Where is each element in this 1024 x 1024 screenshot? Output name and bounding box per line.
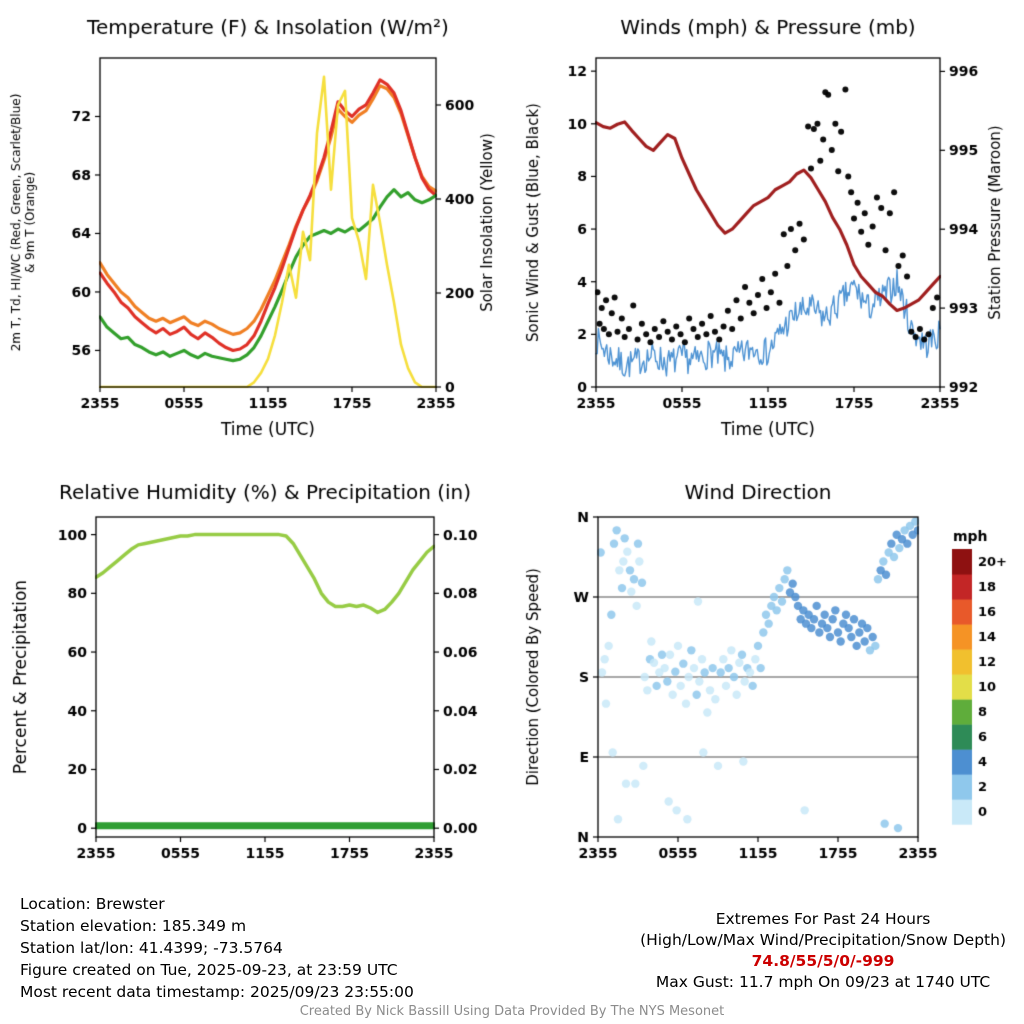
station-info: Location: Brewster Station elevation: 18… [20,893,414,1003]
extremes-block: Extremes For Past 24 Hours (High/Low/Max… [640,893,1006,993]
max-gust-text: Max Gust: 11.7 mph On 09/23 at 1740 UTC [655,973,991,991]
chart-grid [0,0,1024,885]
credit-text: Created By Nick Bassill Using Data Provi… [299,1004,725,1019]
wind-direction-chart [512,465,1024,885]
extremes-title: Extremes For Past 24 Hours [715,910,931,928]
extremes-values: 74.8/55/5/0/-999 [751,952,895,970]
extremes-subtitle: (High/Low/Max Wind/Precipitation/Snow De… [640,931,1006,949]
humidity-precipitation-chart [0,465,512,885]
panel-temperature-insolation [0,0,512,465]
panel-wind-direction [512,465,1024,885]
winds-pressure-chart [512,0,1024,465]
station-latlon: Station lat/lon: 41.4399; -73.5764 [20,939,283,957]
panel-winds-pressure [512,0,1024,465]
footer: Location: Brewster Station elevation: 18… [0,885,1024,1003]
station-location: Location: Brewster [20,895,165,913]
data-timestamp: Most recent data timestamp: 2025/09/23 2… [20,983,414,1001]
station-elevation: Station elevation: 185.349 m [20,917,247,935]
figure-created: Figure created on Tue, 2025-09-23, at 23… [20,961,398,979]
temperature-insolation-chart [0,0,512,465]
panel-humidity-precipitation [0,465,512,885]
